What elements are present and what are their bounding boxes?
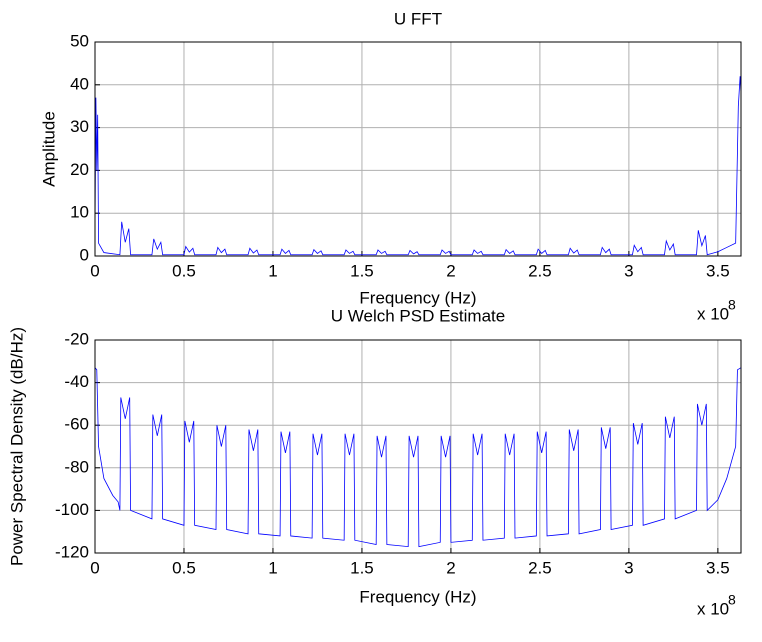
x-tick-label: 1.5 [350,261,374,280]
x-tick-label: 1 [268,261,277,280]
x-tick-label: 2 [446,558,455,577]
y-tick-label: -40 [64,372,89,391]
x-exponent: x 10 [697,599,729,618]
plot-area [95,42,741,256]
chart-title: U Welch PSD Estimate [331,306,505,325]
x-tick-label: 1 [268,558,277,577]
x-tick-label: 3 [624,558,633,577]
y-axis-label: Power Spectral Density (dB/Hz) [7,327,26,566]
axes-box [94,339,742,554]
y-tick-label: -120 [55,542,89,561]
x-tick-label: 2.5 [528,261,552,280]
x-tick-label: 3 [624,261,633,280]
y-tick-label: -20 [64,329,89,348]
x-tick-label: 1.5 [350,558,374,577]
x-tick-label: 3.5 [706,558,730,577]
y-tick-label: 40 [70,74,89,93]
x-tick-label: 0 [90,558,99,577]
y-tick-label: -80 [64,457,89,476]
y-tick-label: -60 [64,415,89,434]
x-axis-label: Frequency (Hz) [359,288,476,307]
x-exponent-power: 8 [728,592,736,608]
y-tick-label: 10 [70,203,89,222]
x-tick-label: 2 [446,261,455,280]
x-tick-label: 0.5 [172,261,196,280]
y-tick-label: 50 [70,31,89,50]
x-tick-label: 2.5 [528,558,552,577]
y-tick-label: 20 [70,160,89,179]
chart-title: U FFT [394,9,442,28]
x-tick-label: 0 [90,261,99,280]
y-axis-label: Amplitude [39,111,58,187]
x-tick-label: 3.5 [706,261,730,280]
x-axis-label: Frequency (Hz) [359,587,476,606]
axes-box [94,41,742,257]
x-exponent: x 10 [697,304,729,323]
x-exponent-power: 8 [728,297,736,313]
y-tick-label: 0 [80,245,89,264]
x-tick-label: 0.5 [172,558,196,577]
y-tick-label: -100 [55,500,89,519]
y-tick-label: 30 [70,117,89,136]
data-line [95,367,741,548]
data-line [95,76,741,256]
